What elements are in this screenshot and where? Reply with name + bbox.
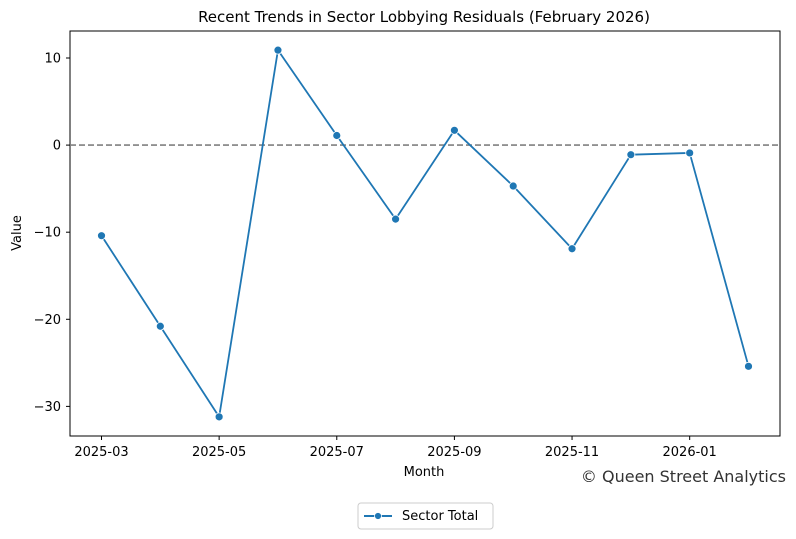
legend-marker — [374, 512, 382, 520]
x-tick-label: 2025-07 — [310, 445, 364, 460]
data-point — [391, 214, 400, 224]
data-point — [626, 150, 636, 160]
x-tick-label: 2026-01 — [663, 445, 717, 460]
legend-label: Sector Total — [402, 509, 478, 524]
chart-title: Recent Trends in Sector Lobbying Residua… — [198, 8, 650, 26]
x-tick-label: 2025-05 — [192, 445, 246, 460]
data-point — [214, 412, 224, 422]
plot-frame — [69, 30, 781, 437]
data-point — [508, 181, 518, 191]
data-point — [450, 125, 459, 135]
data-point — [155, 321, 165, 331]
data-point — [567, 244, 577, 254]
legend: Sector Total — [357, 502, 494, 530]
watermark: © Queen Street Analytics — [581, 467, 786, 486]
x-axis-label: Month — [404, 465, 445, 480]
legend-box — [357, 502, 494, 530]
x-tick-label: 2025-09 — [427, 445, 481, 460]
y-tick-label: 0 — [53, 139, 61, 154]
y-tick-label: 10 — [44, 52, 61, 67]
data-point — [273, 45, 283, 55]
y-tick-label: −10 — [34, 226, 61, 241]
x-tick-label: 2025-11 — [545, 445, 599, 460]
y-tick-label: −20 — [34, 313, 61, 328]
y-tick-label: −30 — [34, 400, 61, 415]
y-axis-label: Value — [10, 215, 25, 251]
series-line — [100, 49, 750, 418]
x-tick-label: 2025-03 — [74, 445, 128, 460]
data-point — [332, 131, 342, 140]
data-point — [685, 148, 695, 158]
data-point — [97, 231, 106, 241]
data-point — [744, 361, 753, 371]
